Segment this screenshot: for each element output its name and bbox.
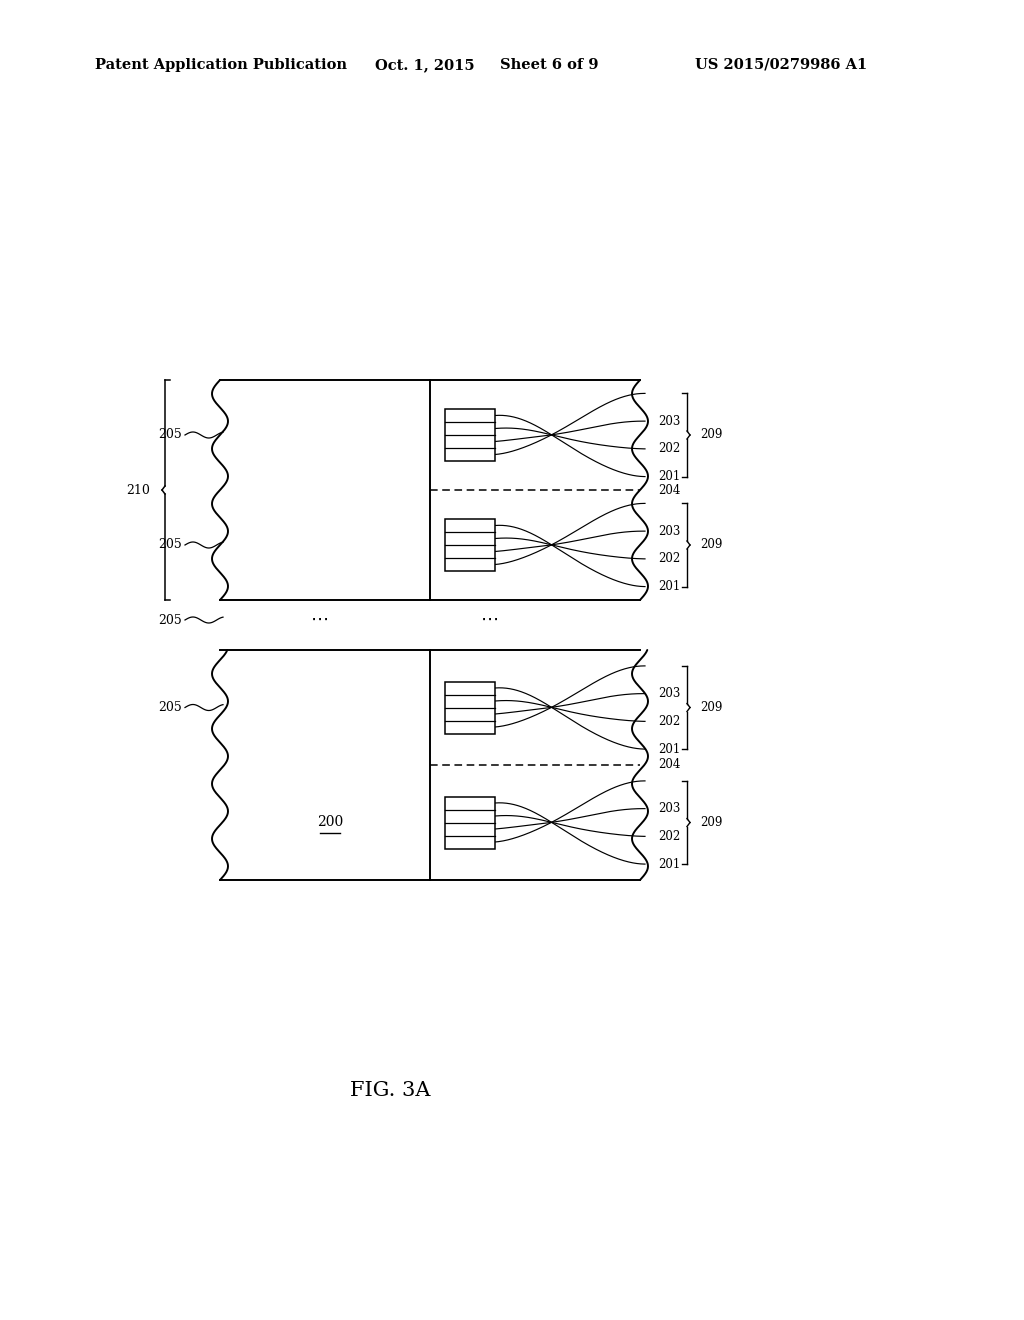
Text: 209: 209 (700, 701, 722, 714)
Polygon shape (445, 681, 495, 734)
Text: 205: 205 (159, 701, 182, 714)
Text: 209: 209 (700, 539, 722, 552)
Text: 200: 200 (316, 816, 343, 829)
Text: 201: 201 (658, 470, 680, 483)
Text: 203: 203 (658, 414, 680, 428)
Text: 202: 202 (658, 830, 680, 843)
Text: Sheet 6 of 9: Sheet 6 of 9 (500, 58, 598, 73)
Text: 201: 201 (658, 579, 680, 593)
Polygon shape (445, 796, 495, 849)
Text: 203: 203 (658, 803, 680, 816)
Text: 201: 201 (658, 858, 680, 871)
Text: 202: 202 (658, 715, 680, 727)
Text: 205: 205 (159, 614, 182, 627)
Text: ⋯: ⋯ (311, 611, 329, 630)
Text: Patent Application Publication: Patent Application Publication (95, 58, 347, 73)
Text: 209: 209 (700, 816, 722, 829)
Text: 204: 204 (658, 759, 680, 771)
Text: 205: 205 (159, 539, 182, 552)
Text: 202: 202 (658, 552, 680, 565)
Text: 202: 202 (658, 442, 680, 455)
Text: US 2015/0279986 A1: US 2015/0279986 A1 (695, 58, 867, 73)
Text: 201: 201 (658, 743, 680, 755)
Polygon shape (445, 519, 495, 572)
Text: FIG. 3A: FIG. 3A (350, 1081, 430, 1100)
Polygon shape (445, 409, 495, 461)
Text: ⋯: ⋯ (481, 611, 499, 630)
Text: 204: 204 (658, 483, 680, 496)
Text: 205: 205 (159, 429, 182, 441)
Text: 210: 210 (126, 483, 150, 496)
Text: Oct. 1, 2015: Oct. 1, 2015 (375, 58, 475, 73)
Text: 203: 203 (658, 688, 680, 700)
Text: 203: 203 (658, 524, 680, 537)
Text: 209: 209 (700, 429, 722, 441)
